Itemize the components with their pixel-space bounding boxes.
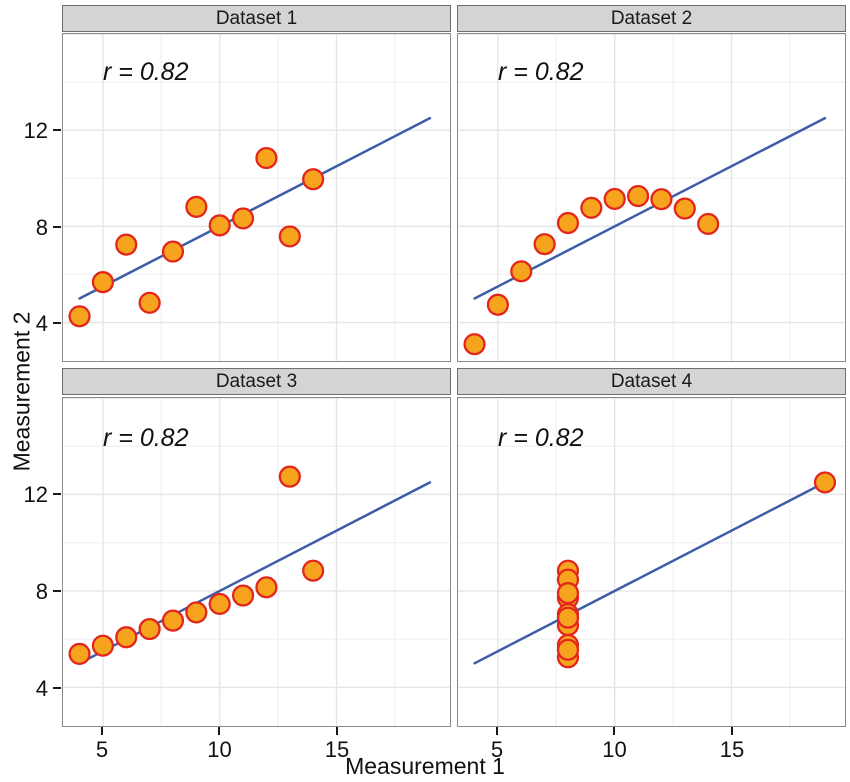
regression-line xyxy=(473,481,827,665)
x-axis-tick-label: 5 xyxy=(95,737,109,762)
x-axis-tick-mark xyxy=(731,727,733,735)
x-axis-tick-label: 5 xyxy=(490,737,504,762)
y-axis-tick-mark xyxy=(53,687,61,690)
data-point xyxy=(556,582,580,605)
data-point xyxy=(255,576,278,599)
x-axis-title: Measurement 1 xyxy=(345,753,505,779)
data-point xyxy=(185,601,208,624)
data-point xyxy=(278,465,301,488)
data-point xyxy=(161,609,185,632)
y-axis-tick-label: 12 xyxy=(23,117,48,143)
data-point xyxy=(510,260,533,283)
panel-dataset-3 xyxy=(62,397,451,727)
data-point xyxy=(138,617,161,641)
facet-title-dataset-1: Dataset 1 xyxy=(215,7,298,29)
data-point xyxy=(91,271,114,294)
data-point xyxy=(556,638,580,661)
y-axis-tick-mark xyxy=(53,225,61,228)
facet-title-dataset-2: Dataset 2 xyxy=(610,7,693,29)
data-point xyxy=(68,642,91,665)
data-point xyxy=(556,606,580,629)
data-point xyxy=(161,240,185,263)
data-point xyxy=(278,225,301,248)
facet-strip-dataset-2: Dataset 2 xyxy=(457,5,846,32)
data-point xyxy=(208,214,231,237)
x-axis-tick-mark xyxy=(495,727,498,735)
panel-dataset-1 xyxy=(62,33,451,362)
y-axis-tick-label: 4 xyxy=(35,676,48,702)
y-axis-tick-label: 12 xyxy=(23,482,48,508)
regression-line xyxy=(78,116,432,300)
data-point xyxy=(626,184,650,208)
data-point xyxy=(185,195,208,218)
data-point xyxy=(603,187,626,211)
facet-title-dataset-4: Dataset 4 xyxy=(610,370,693,392)
y-axis-tick-label: 4 xyxy=(35,311,48,337)
data-point xyxy=(650,188,673,211)
data-point xyxy=(115,626,138,649)
data-point xyxy=(580,196,603,219)
data-point xyxy=(231,584,255,607)
data-point xyxy=(302,559,325,582)
panel-dataset-2 xyxy=(457,33,846,362)
x-axis-tick-label: 15 xyxy=(719,737,745,762)
data-point xyxy=(115,233,138,256)
facet-strip-dataset-1: Dataset 1 xyxy=(62,5,451,32)
panel-dataset-4 xyxy=(457,397,846,727)
data-point xyxy=(673,197,696,220)
regression-line xyxy=(78,481,432,665)
data-point xyxy=(208,592,231,616)
y-axis-tick-label: 8 xyxy=(35,579,48,605)
correlation-annotation-dataset-3: r = 0.82 xyxy=(103,424,189,452)
data-point xyxy=(138,291,161,314)
x-axis-tick-mark xyxy=(613,727,616,735)
y-axis-tick-label: 8 xyxy=(35,214,48,240)
y-axis-tick-mark xyxy=(53,322,61,325)
facet-strip-dataset-3: Dataset 3 xyxy=(62,368,451,395)
x-axis-tick-mark xyxy=(336,727,338,735)
correlation-annotation-dataset-4: r = 0.82 xyxy=(498,424,584,452)
data-point xyxy=(231,207,255,230)
y-axis-tick-mark xyxy=(53,128,61,131)
data-point xyxy=(302,168,325,191)
x-axis-tick-label: 10 xyxy=(602,737,627,762)
y-axis-tick-mark xyxy=(53,493,61,496)
correlation-annotation-dataset-2: r = 0.82 xyxy=(498,58,584,86)
regression-line xyxy=(473,116,827,300)
data-point xyxy=(813,471,837,494)
x-axis-tick-mark xyxy=(218,727,221,735)
data-point xyxy=(91,634,114,657)
x-axis-tick-mark xyxy=(100,727,103,735)
data-point xyxy=(533,233,556,256)
data-point xyxy=(556,211,580,235)
y-axis-tick-mark xyxy=(53,590,61,593)
data-point xyxy=(463,333,486,356)
x-axis-tick-label: 10 xyxy=(207,737,232,762)
data-point xyxy=(486,293,509,316)
correlation-annotation-dataset-1: r = 0.82 xyxy=(103,58,189,86)
facet-strip-dataset-4: Dataset 4 xyxy=(457,368,846,395)
x-axis-tick-label: 15 xyxy=(324,737,350,762)
facet-title-dataset-3: Dataset 3 xyxy=(215,370,298,392)
data-point xyxy=(255,146,278,170)
data-point xyxy=(697,212,720,236)
data-point xyxy=(68,305,91,328)
